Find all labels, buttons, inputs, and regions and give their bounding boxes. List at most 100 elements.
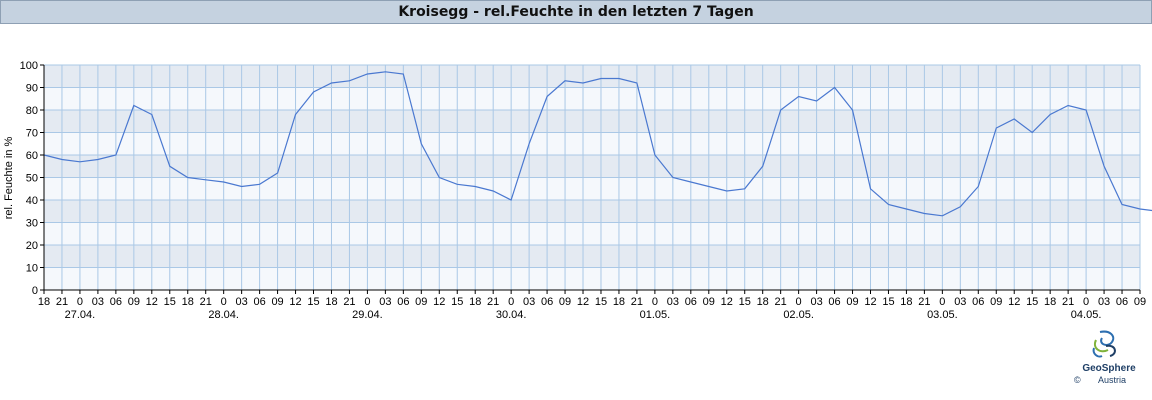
x-tick-label: 09 [990,296,1002,308]
y-tick-label: 70 [26,128,38,140]
x-tick-label: 15 [1026,296,1038,308]
x-tick-label: 12 [577,296,589,308]
x-tick-label: 0 [1083,296,1089,308]
x-tick-label: 03 [810,296,822,308]
x-tick-label: 09 [415,296,427,308]
y-tick-label: 20 [26,240,38,252]
band [44,87,1140,110]
x-tick-label: 03 [92,296,104,308]
band [44,65,1140,88]
x-tick-label: 0 [652,296,658,308]
x-tick-label: 06 [397,296,409,308]
x-tick-label: 06 [253,296,265,308]
x-tick-label: 0 [221,296,227,308]
band [44,177,1140,200]
x-tick-label: 15 [882,296,894,308]
x-tick-label: 03 [379,296,391,308]
y-axis-label: rel. Feuchte in % [3,137,15,220]
x-tick-label: 09 [128,296,140,308]
background-bands [44,65,1140,290]
date-label: 30.04. [496,309,527,321]
y-tick-label: 90 [26,83,38,95]
x-tick-label: 09 [559,296,571,308]
date-label: 03.05. [927,309,958,321]
x-tick-label: 21 [1062,296,1074,308]
x-tick-label: 18 [900,296,912,308]
x-tick-label: 15 [595,296,607,308]
y-tick-label: 30 [26,218,38,230]
y-tick-label: 80 [26,105,38,117]
x-tick-label: 18 [182,296,194,308]
x-tick-label: 15 [164,296,176,308]
x-tick-label: 21 [918,296,930,308]
date-label: 04.05. [1071,309,1102,321]
x-tick-label: 0 [796,296,802,308]
logo-text-austria: Austria [1098,375,1126,385]
copyright-symbol: © [1074,375,1081,385]
band [44,267,1140,290]
y-tick-label: 0 [32,285,38,297]
x-tick-label: 12 [721,296,733,308]
x-tick-label: 21 [775,296,787,308]
y-tick-label: 100 [20,60,38,72]
x-tick-label: 06 [972,296,984,308]
x-tick-label: 21 [487,296,499,308]
x-tick-label: 03 [954,296,966,308]
x-tick-label: 21 [343,296,355,308]
y-tick-label: 50 [26,173,38,185]
date-label: 02.05. [783,309,814,321]
x-tick-label: 0 [364,296,370,308]
x-tick-label: 21 [200,296,212,308]
x-tick-label: 09 [703,296,715,308]
x-tick-label: 12 [1008,296,1020,308]
date-labels: 27.04. 28.04. 29.04. 30.04. 01.05. 02.05. 03.0… [65,309,1102,321]
title-bar: Kroisegg - rel.Feuchte in den letzten 7 … [0,0,1152,24]
series-line-0 [43,71,1152,217]
x-tick-label: 12 [864,296,876,308]
horizontal-gridlines [44,64,1140,291]
x-tick-label: 12 [289,296,301,308]
band [44,245,1140,268]
chart-title: Kroisegg - rel.Feuchte in den letzten 7 … [398,4,754,20]
x-tick-label: 09 [271,296,283,308]
y-tick-label: 10 [26,263,38,275]
x-tick-label: 06 [541,296,553,308]
x-tick-label: 03 [523,296,535,308]
x-tick-label: 06 [110,296,122,308]
axes [40,64,1141,294]
x-tick-label: 03 [236,296,248,308]
x-tick-label: 15 [451,296,463,308]
x-tick-label: 21 [631,296,643,308]
x-tick-label: 12 [433,296,445,308]
logo-emblem-icon [1092,330,1116,358]
x-tick-label: 0 [939,296,945,308]
x-tick-label: 18 [469,296,481,308]
date-label: 01.05. [640,309,671,321]
x-tick-label: 03 [1098,296,1110,308]
date-label: 29.04. [352,309,383,321]
x-tick-label: 18 [613,296,625,308]
geosphere-logo: GeoSphere © Austria [1074,330,1136,385]
band [44,155,1140,178]
band [44,222,1140,245]
x-tick-label: 09 [846,296,858,308]
x-tick-label: 15 [739,296,751,308]
x-tick-label: 12 [146,296,158,308]
x-tick-label: 03 [667,296,679,308]
x-tick-label: 18 [757,296,769,308]
x-tick-label: 06 [685,296,697,308]
x-tick-label: 0 [508,296,514,308]
logo-text-geosphere: GeoSphere [1082,363,1136,374]
x-tick-label: 21 [56,296,68,308]
x-tick-label: 18 [1044,296,1056,308]
date-label: 27.04. [65,309,96,321]
x-tick-label: 0 [77,296,83,308]
date-label: 28.04. [208,309,239,321]
x-tick-labels: 18 21 0 03 06 09 12 15 18 21 0 03 06 09 12 15 18 21 0 03 06 0… [38,296,1146,308]
x-tick-label: 06 [828,296,840,308]
x-tick-label: 06 [1116,296,1128,308]
y-tick-label: 40 [26,195,38,207]
series-layer [43,71,1152,217]
band [44,132,1140,155]
